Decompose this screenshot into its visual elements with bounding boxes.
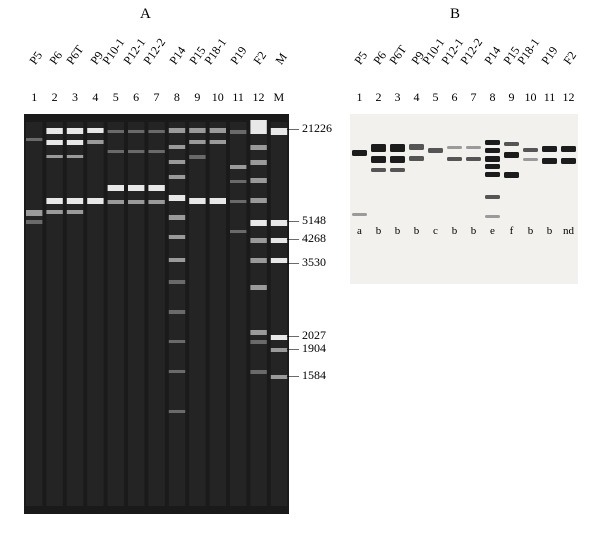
lane-number: 6 <box>133 91 139 104</box>
size-marker: — 1904 <box>287 341 326 356</box>
lane-label: P94 <box>85 60 105 104</box>
lane-label: P18-110 <box>208 60 228 104</box>
lane-label: P1911 <box>540 60 559 104</box>
haplotype-label: b <box>388 225 407 237</box>
size-marker: — 4268 <box>287 231 326 246</box>
lane-number: 2 <box>376 91 382 104</box>
lane-label: P12-27 <box>464 60 483 104</box>
sample-name: P5 <box>27 49 45 67</box>
panel-a-lane-labels: P51P62P6T3P94P10-15P12-16P12-27P148P159P… <box>24 60 289 104</box>
sample-name: P5 <box>352 49 370 67</box>
sample-name: F2 <box>561 49 579 67</box>
sample-name: P6T <box>387 43 409 67</box>
lane-number: 12 <box>563 91 575 104</box>
panel-a-title: A <box>140 6 151 23</box>
haplotype-label: b <box>540 225 559 237</box>
size-marker: — 21226 <box>287 121 332 136</box>
haplotype-label: nd <box>559 225 578 237</box>
lane-number: 11 <box>544 91 556 104</box>
lane-number: 8 <box>174 91 180 104</box>
lane-label: P62 <box>369 60 388 104</box>
lane-number: 5 <box>113 91 119 104</box>
lane-label: F212 <box>248 60 268 104</box>
haplotype-label: b <box>445 225 464 237</box>
haplotype-label: a <box>350 225 369 237</box>
lane-number: 1 <box>357 91 363 104</box>
lane-label: P51 <box>24 60 44 104</box>
lane-label: P148 <box>167 60 187 104</box>
sample-name: P6T <box>64 43 86 67</box>
lane-label: P18-110 <box>521 60 540 104</box>
haplotype-label: b <box>407 225 426 237</box>
panel-b-title: B <box>450 6 460 23</box>
figure-root: A B P51P62P6T3P94P10-15P12-16P12-27P148P… <box>0 0 600 557</box>
lane-label: P62 <box>44 60 64 104</box>
lane-label: P94 <box>407 60 426 104</box>
haplotype-label: b <box>521 225 540 237</box>
sample-name: P14 <box>482 44 504 67</box>
lane-label: P10-15 <box>106 60 126 104</box>
panel-b-lane-labels: P51P62P6T3P94P10-15P12-16P12-27P148P159P… <box>350 60 578 104</box>
haplotype-label: e <box>483 225 502 237</box>
lane-number: 11 <box>232 91 244 104</box>
size-marker: — 5148 <box>287 213 326 228</box>
lane-label: P6T3 <box>388 60 407 104</box>
lane-number: 4 <box>414 91 420 104</box>
lane-number: M <box>274 91 285 104</box>
lane-number: 6 <box>452 91 458 104</box>
size-marker: — 1584 <box>287 368 326 383</box>
lane-number: 5 <box>433 91 439 104</box>
lane-number: 2 <box>52 91 58 104</box>
panel-b-blot <box>350 114 578 284</box>
lane-number: 3 <box>72 91 78 104</box>
haplotype-row: abbbcbbefbbnd <box>350 225 578 237</box>
lane-label: P159 <box>187 60 207 104</box>
lane-number: 10 <box>212 91 224 104</box>
haplotype-label: b <box>464 225 483 237</box>
sample-name: P19 <box>228 44 250 67</box>
sample-name: P18-1 <box>203 36 230 67</box>
size-marker: — 3530 <box>287 255 326 270</box>
lane-label: MM <box>269 60 289 104</box>
lane-label: P159 <box>502 60 521 104</box>
lane-number: 8 <box>490 91 496 104</box>
lane-label: F212 <box>559 60 578 104</box>
sample-name: P19 <box>539 44 561 67</box>
sample-name: P10-1 <box>101 36 128 67</box>
lane-number: 9 <box>194 91 200 104</box>
sample-name: P18-1 <box>515 36 542 67</box>
haplotype-label: b <box>369 225 388 237</box>
sample-name: F2 <box>251 49 269 67</box>
sample-name: M <box>273 51 290 67</box>
lane-label: P12-27 <box>146 60 166 104</box>
lane-label: P1911 <box>228 60 248 104</box>
lane-number: 3 <box>395 91 401 104</box>
lane-label: P10-15 <box>426 60 445 104</box>
haplotype-label: c <box>426 225 445 237</box>
lane-number: 7 <box>154 91 160 104</box>
lane-label: P51 <box>350 60 369 104</box>
lane-number: 10 <box>525 91 537 104</box>
lane-number: 12 <box>252 91 264 104</box>
lane-number: 1 <box>31 91 37 104</box>
lane-number: 9 <box>509 91 515 104</box>
panel-a-gel <box>24 114 289 514</box>
lane-label: P6T3 <box>65 60 85 104</box>
lane-number: 7 <box>471 91 477 104</box>
haplotype-label: f <box>502 225 521 237</box>
sample-name: P14 <box>167 44 189 67</box>
lane-label: P12-16 <box>126 60 146 104</box>
lane-label: P148 <box>483 60 502 104</box>
lane-number: 4 <box>92 91 98 104</box>
lane-label: P12-16 <box>445 60 464 104</box>
